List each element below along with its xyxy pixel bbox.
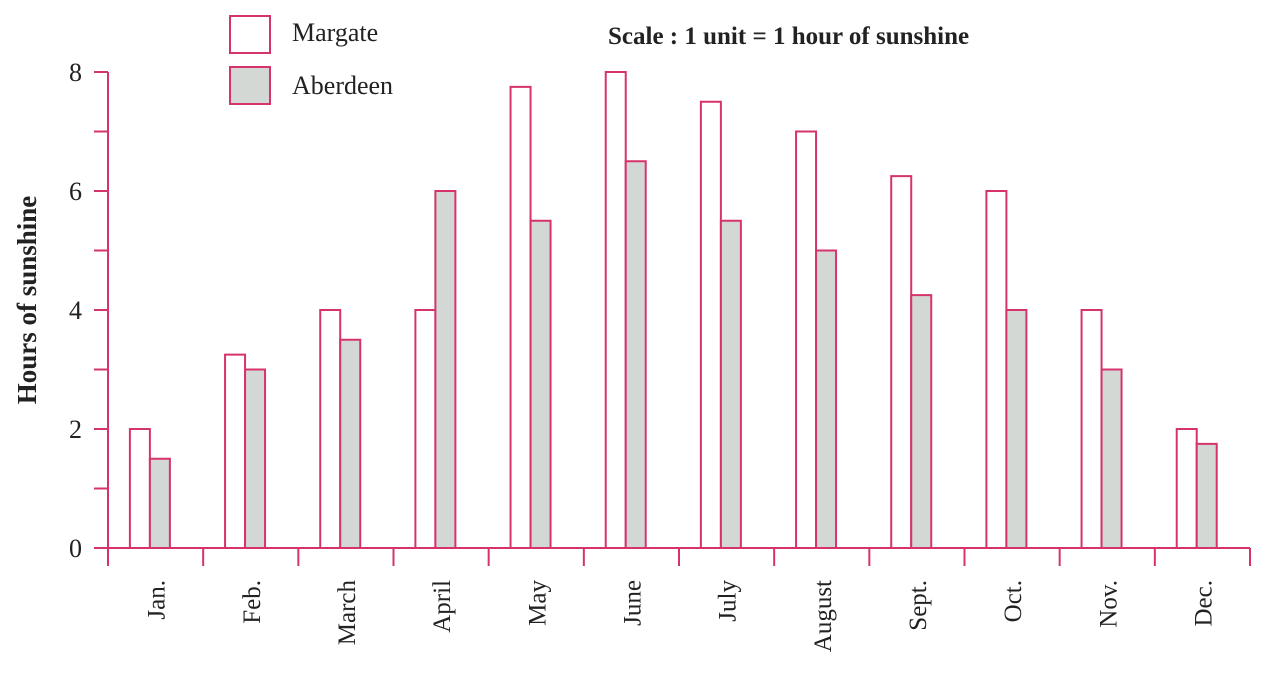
legend-swatch-aberdeen <box>229 66 271 105</box>
x-tick-label: Sept. <box>905 580 932 631</box>
y-axis-label: Hours of sunshine <box>12 196 42 405</box>
y-tick-label: 0 <box>69 534 82 563</box>
bar-margate <box>795 130 818 549</box>
x-tick-label: March <box>334 580 361 646</box>
bar-aberdeen <box>148 457 171 549</box>
bar-margate <box>414 309 437 549</box>
bar-margate <box>604 71 627 549</box>
tick-labels: 0 2 4 6 8 Jan. Feb. March April May June July August… <box>69 58 1217 652</box>
x-tick-label: Nov. <box>1095 580 1122 628</box>
legend-swatch-margate <box>229 15 271 54</box>
bar-aberdeen <box>1005 309 1028 549</box>
x-tick-label: Feb. <box>239 580 266 624</box>
scale-annotation: Scale : 1 unit = 1 hour of sunshine <box>608 23 969 50</box>
bar-margate <box>1080 309 1103 549</box>
bar-margate <box>224 353 247 549</box>
bars <box>128 71 1218 549</box>
bar-aberdeen <box>529 219 552 549</box>
bar-aberdeen <box>339 338 362 549</box>
legend: Margate Aberdeen <box>229 15 393 105</box>
axes <box>94 71 1251 566</box>
x-tick-label: Jan. <box>144 580 171 620</box>
bar-margate <box>985 190 1008 549</box>
bar-aberdeen <box>910 294 933 549</box>
x-tick-label: Dec. <box>1190 580 1217 627</box>
y-tick-label: 8 <box>69 58 82 87</box>
bar-aberdeen <box>434 190 457 549</box>
x-tick-label: April <box>429 580 456 633</box>
bar-margate <box>128 428 151 549</box>
legend-label-aberdeen: Aberdeen <box>292 71 393 100</box>
bar-margate <box>319 309 342 549</box>
bar-aberdeen <box>1100 368 1123 549</box>
x-tick-label: Oct. <box>1000 580 1027 622</box>
bar-aberdeen <box>815 249 838 549</box>
bar-margate <box>1175 428 1198 549</box>
y-tick-label: 2 <box>69 415 82 444</box>
bar-aberdeen <box>719 219 742 549</box>
x-tick-label: July <box>715 580 742 622</box>
y-tick-label: 4 <box>69 296 82 325</box>
x-tick-label: May <box>524 580 551 626</box>
y-tick-label: 6 <box>69 177 82 206</box>
x-tick-label: August <box>810 580 837 652</box>
bar-margate <box>699 100 722 549</box>
legend-label-margate: Margate <box>292 18 378 47</box>
bar-margate <box>509 85 532 549</box>
bar-aberdeen <box>244 368 267 549</box>
x-tick-label: June <box>619 580 646 626</box>
bar-margate <box>890 175 913 549</box>
bar-aberdeen <box>1195 442 1218 549</box>
bar-aberdeen <box>624 160 647 549</box>
